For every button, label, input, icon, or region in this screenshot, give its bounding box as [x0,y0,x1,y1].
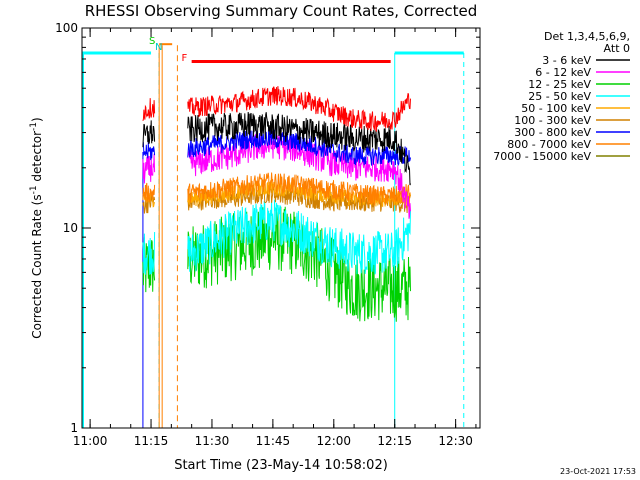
marker-f: F [182,53,188,64]
x-tick-label-5: 12:15 [377,434,412,448]
axis-layer: 11:00 11:15 11:30 11:45 12:00 12:15 12:30 1 10 10… [55,21,480,448]
series-line-9 [142,86,411,133]
legend-label-2: 12 - 25 keV [528,78,591,91]
legend-label-1: 6 - 12 keV [535,66,591,79]
x-tick-label-0: 11:00 [73,434,108,448]
legend-label-6: 300 - 800 keV [514,126,591,139]
data-layer: SN F [82,36,465,428]
legend-label-3: 25 - 50 keV [528,90,591,103]
legend-label-5: 100 - 300 keV [514,114,591,127]
x-tick-label-2: 11:30 [195,434,230,448]
series-line-3 [142,199,411,275]
legend-label-4: 50 - 100 keV [521,102,591,115]
x-tick-label-6: 12:30 [438,434,473,448]
legend-label-7: 800 - 7000 keV [507,138,591,151]
y-axis-label: Corrected Count Rate (s-1 detector-1) [29,117,44,338]
series-line-0 [142,111,411,186]
marker-n: N [155,42,162,53]
legend-label-8: 7000 - 15000 keV [493,150,591,163]
y-tick-label-1: 10 [63,221,78,235]
x-tick-label-3: 11:45 [256,434,291,448]
legend-label-0: 3 - 6 keV [542,54,591,67]
chart-title: RHESSI Observing Summary Count Rates, Co… [85,2,478,20]
marker-s: S [149,36,155,47]
x-tick-label-4: 12:00 [316,434,351,448]
legend-header-line-1: Det 1,3,4,5,6,9, [544,30,630,43]
x-axis-label: Start Time (23-May-14 10:58:02) [174,458,388,473]
series-line-6 [142,128,411,166]
legend-header-line-2: Att 0 [604,42,630,55]
y-tick-label-0: 1 [70,421,78,435]
generation-timestamp: 23-Oct-2021 17:53 [560,467,636,476]
series-line-7 [142,172,411,206]
x-tick-label-1: 11:15 [134,434,169,448]
y-tick-label-2: 100 [55,21,78,35]
